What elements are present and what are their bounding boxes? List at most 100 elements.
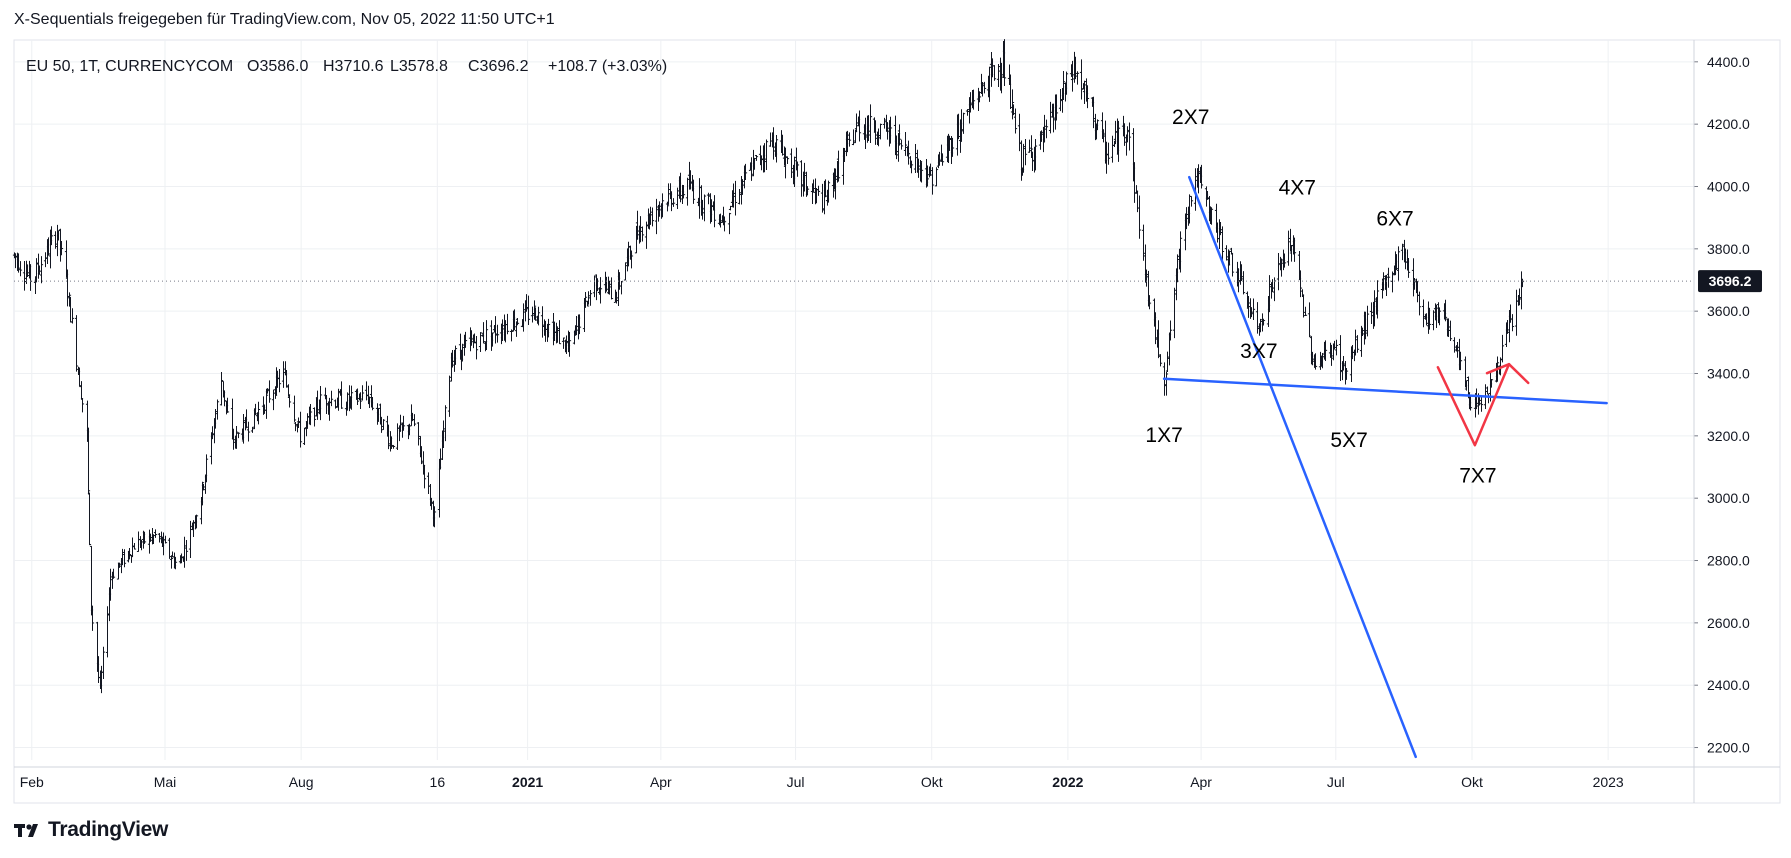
ohlc-bar <box>308 404 313 426</box>
ohlc-bar <box>607 280 612 295</box>
ohlc-bar <box>22 261 27 291</box>
ohlc-bar <box>1144 269 1149 287</box>
ohlc-bar <box>379 416 384 433</box>
ohlc-bar <box>666 183 671 205</box>
ohlc-bar <box>1519 271 1524 310</box>
ohlc-bar <box>1303 306 1308 317</box>
ohlc-bar <box>792 156 797 188</box>
ohlc-bar <box>179 553 184 564</box>
ohlc-bar <box>1353 329 1358 356</box>
ohlc-bar <box>688 170 693 190</box>
ohlc-bar <box>1079 59 1084 100</box>
ohlc-bar <box>987 66 992 102</box>
ohlc-bar <box>1406 258 1411 278</box>
ohlc-bar <box>1189 195 1194 207</box>
ohlc-bar <box>1070 60 1075 92</box>
ohlc-bar <box>246 421 251 442</box>
ohlc-bar <box>358 392 363 410</box>
ohlc-bar <box>1158 354 1163 367</box>
ohlc-open: O3586.0 <box>247 58 308 75</box>
ohlc-bar <box>799 160 804 197</box>
ohlc-bar <box>1452 337 1457 353</box>
ohlc-bar <box>324 394 329 415</box>
ohlc-bar <box>16 253 21 273</box>
ohlc-bar <box>888 116 893 144</box>
ohlc-bar <box>1236 268 1241 293</box>
ohlc-bar <box>1323 340 1328 361</box>
ohlc-bar <box>256 401 261 425</box>
ohlc-bar <box>478 332 483 353</box>
ohlc-bar <box>127 547 132 560</box>
ohlc-bar <box>1209 207 1214 225</box>
ohlc-bar <box>1021 143 1026 173</box>
ohlc-bar <box>878 123 883 140</box>
ohlc-bar <box>474 335 479 360</box>
ohlc-bar <box>287 394 292 408</box>
ohlc-bar <box>609 277 614 300</box>
ohlc-bar <box>1147 295 1152 310</box>
ohlc-bar <box>857 110 862 142</box>
ohlc-bar <box>184 539 189 561</box>
ohlc-bar <box>604 276 609 292</box>
ohlc-bar <box>654 198 659 235</box>
ohlc-bar <box>1082 80 1087 104</box>
ohlc-bar <box>805 186 810 196</box>
ohlc-bar <box>1010 89 1015 120</box>
annotation-3x7: 3X7 <box>1240 340 1277 363</box>
ohlc-bar <box>484 320 489 350</box>
ohlc-bar <box>1334 339 1339 356</box>
x-tick-label: 16 <box>430 774 446 790</box>
ohlc-bar <box>1455 341 1460 358</box>
ohlc-bar <box>277 368 282 393</box>
ohlc-bar <box>1246 295 1251 318</box>
ohlc-bar <box>752 157 757 170</box>
y-tick-label: 3600.0 <box>1707 303 1750 319</box>
ohlc-bar <box>648 206 653 225</box>
ohlc-bar <box>441 420 446 448</box>
ohlc-bar <box>77 367 82 388</box>
ohlc-bar <box>669 191 674 212</box>
y-tick-label: 2200.0 <box>1707 740 1750 756</box>
ohlc-bar <box>1292 237 1297 262</box>
ohlc-bar <box>460 343 465 362</box>
ohlc-bar <box>950 137 955 157</box>
ohlc-bar <box>671 198 676 207</box>
ohlc-bar <box>241 413 246 444</box>
ohlc-bar <box>660 193 665 218</box>
ohlc-bar <box>1421 299 1426 328</box>
ohlc-bar <box>234 425 239 449</box>
ohlc-bar <box>302 427 307 445</box>
ohlc-bar <box>774 134 779 163</box>
ohlc-bar <box>108 568 113 601</box>
ohlc-bar <box>1477 397 1482 406</box>
tradingview-footer[interactable]: TradingView <box>14 818 168 842</box>
ohlc-bar <box>194 514 199 529</box>
ohlc-bar <box>1510 314 1515 332</box>
ohlc-bar <box>264 388 269 419</box>
ohlc-bar <box>533 307 538 321</box>
ohlc-bar <box>691 179 696 204</box>
ohlc-bar <box>201 484 206 491</box>
ohlc-bar <box>1417 291 1422 316</box>
ohlc-bar <box>567 332 572 357</box>
ohlc-bar <box>754 155 759 161</box>
ohlc-bar <box>1141 224 1146 261</box>
ohlc-bar <box>771 127 776 160</box>
ohlc-bar <box>386 424 391 450</box>
ohlc-bar <box>1276 252 1281 291</box>
ohlc-bar <box>524 294 529 312</box>
ohlc-bar <box>897 124 902 146</box>
ohlc-bar <box>1205 190 1210 200</box>
y-tick-label: 2800.0 <box>1707 553 1750 569</box>
ohlc-bar <box>157 533 162 543</box>
ohlc-bar <box>959 109 964 142</box>
ohlc-bar <box>355 388 360 405</box>
ohlc-bar <box>1267 275 1272 313</box>
ohlc-bar <box>1193 168 1198 211</box>
ohlc-bar <box>1396 246 1401 281</box>
ohlc-bar <box>1172 287 1177 339</box>
ohlc-bar <box>882 117 887 129</box>
ohlc-bar <box>117 562 122 568</box>
ohlc-bar <box>1320 352 1325 369</box>
